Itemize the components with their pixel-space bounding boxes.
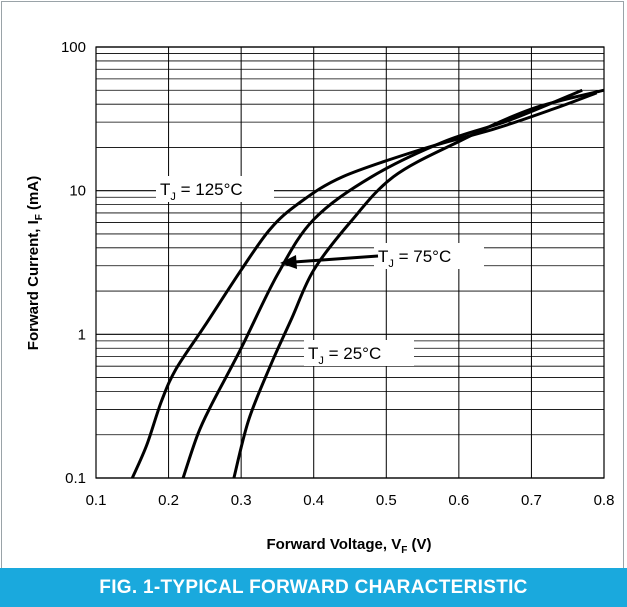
label-25c-sub: J [318,355,324,367]
arrow-75c-line [293,254,379,264]
y-axis-label-unit: (mA) [25,176,42,214]
x-axis-label-sub: F [401,545,407,556]
x-tick-label: 0.1 [86,492,107,509]
plot-border [95,46,605,479]
label-25c-t: T [308,344,318,363]
x-tick-label: 0.8 [594,492,615,509]
label-25c-rest: = 25°C [324,344,381,363]
x-tick-label: 0.2 [158,492,179,509]
y-tick-label: 100 [61,39,86,56]
y-tick-label: 10 [69,183,86,200]
x-tick-label: 0.4 [303,492,324,509]
svg-text:TJ = 25°C: TJ = 25°C [308,344,381,367]
tick-labels: 0.1 0.2 0.3 0.4 0.5 0.6 0.7 0.8 0.1 1 10 100 [61,39,614,509]
figure-caption: FIG. 1-TYPICAL FORWARD CHARACTERISTIC [0,568,627,607]
label-125c-sub: J [170,191,176,203]
x-axis-label-unit: (V) [407,536,431,553]
curves [130,88,605,479]
label-125c: TJ = 125°C [156,176,274,203]
svg-text:TJ = 125°C: TJ = 125°C [160,180,243,203]
svg-text:TJ = 75°C: TJ = 75°C [378,247,451,270]
x-tick-label: 0.7 [521,492,542,509]
curve-25c [232,88,605,479]
label-75c-t: T [378,247,388,266]
label-125c-t: T [160,180,170,199]
y-axis-label: Forward Current, IF (mA) [25,176,45,350]
curve-75c [181,88,583,479]
label-125c-bg [156,176,274,202]
curve-125c [130,91,598,479]
label-25c-bg [304,340,414,366]
x-axis-label-main: Forward Voltage, V [266,536,401,553]
label-75c-bg [374,243,484,269]
arrow-75c-head [280,255,297,269]
y-axis-label-main: Forward Current, I [25,220,42,350]
x-tick-label: 0.5 [376,492,397,509]
label-75c-sub: J [388,258,394,270]
label-25c: TJ = 25°C [304,340,414,367]
x-axis-label: Forward Voltage, VF (V) [266,536,431,556]
y-axis-label-sub: F [34,214,45,220]
label-75c-rest: = 75°C [394,247,451,266]
y-tick-label: 1 [78,326,86,343]
x-tick-label: 0.6 [448,492,469,509]
label-125c-rest: = 125°C [176,180,243,199]
x-tick-label: 0.3 [231,492,252,509]
y-tick-label: 0.1 [65,470,86,487]
label-75c: TJ = 75°C [374,243,484,270]
